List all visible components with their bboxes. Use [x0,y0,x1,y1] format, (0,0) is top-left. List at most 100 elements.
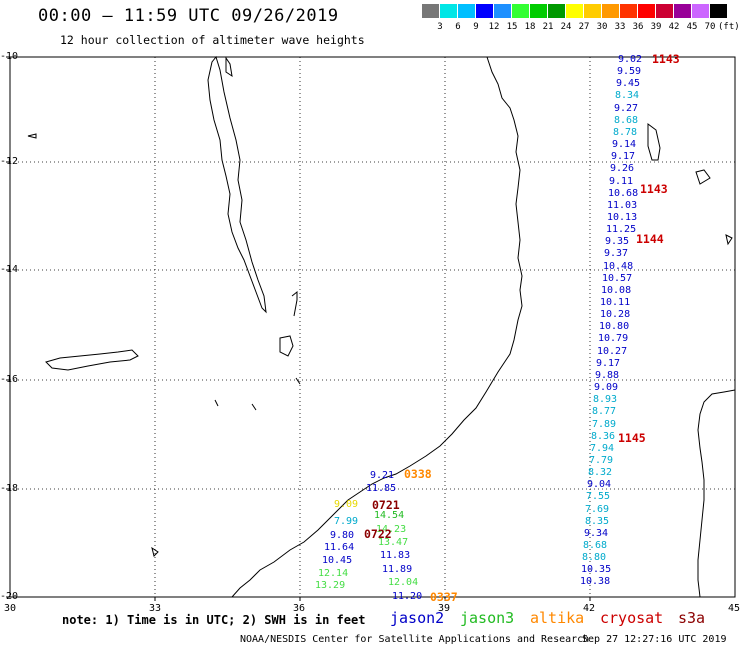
legend-swatch [458,4,475,18]
wave-value: 9.45 [616,78,641,90]
wave-value: 10.08 [601,284,632,296]
wave-value: 11.03 [607,199,638,211]
legend-swatch [584,4,601,18]
legend-swatch [620,4,637,18]
note-text: note: 1) Time is in UTC; 2) SWH is in fe… [62,613,366,627]
wave-value: 11.20 [392,591,423,602]
wave-value: 14.23 [376,524,407,535]
legend-swatch [602,4,619,18]
wave-value: 8.80 [582,552,607,564]
lat-label: -20 [0,591,19,602]
legend-altika: altika [530,609,585,627]
legend-swatch [656,4,673,18]
lon-label: 39 [438,603,451,614]
legend-jason3: jason3 [460,609,515,627]
legend-swatch [674,4,691,18]
lake-bangweulu [45,349,139,371]
wave-value: 10.27 [597,345,628,357]
legend-label: 39 [650,22,662,32]
wave-value: 10.48 [603,260,634,272]
wave-value: 10.79 [598,333,629,345]
legend-label: 45 [686,22,698,32]
wave-value: 10.80 [599,321,630,333]
legend-swatch [422,4,439,18]
mozambique-coast [231,56,523,598]
wave-value: 11.25 [606,224,637,236]
lake-malawi [207,55,267,314]
time-label: 1143 [652,52,680,66]
legend-label: 36 [632,22,644,32]
footer-date: Sep 27 12:27:16 UTC 2019 [582,634,727,645]
time-label: 1143 [640,182,668,196]
time-label: 0337 [430,590,458,604]
wave-value: 8.35 [585,515,610,527]
anjouan-island [695,169,711,185]
lat-label: -16 [0,374,19,385]
wave-value: 9.80 [330,530,355,541]
wave-value: 14.54 [374,510,405,521]
lon-label: 33 [149,603,162,614]
wave-value: 9.27 [614,102,639,114]
axis-ticks [6,56,591,601]
legend-label: 24 [560,22,572,32]
legend-label: 30 [596,22,608,32]
wave-value: 9.37 [604,248,629,260]
wave-value: 7.99 [334,516,359,527]
wave-value: 9.59 [617,66,642,78]
legend-swatch [548,4,565,18]
wave-value: 7.79 [589,454,614,466]
wave-value: 9.88 [595,369,620,381]
legend-jason2: jason2 [390,609,445,627]
time-label: 0338 [404,467,432,481]
legend-label: 15 [506,22,518,32]
madagascar-coast [697,389,736,598]
wave-value: 9.35 [605,236,630,248]
time-label: 1145 [618,431,646,445]
coastlines [27,55,736,598]
wave-value: 8.34 [615,90,640,102]
legend-label: 27 [578,22,590,32]
legend-swatch [512,4,529,18]
legend-label: 42 [668,22,680,32]
footer-center: NOAA/NESDIS Center for Satellite Applica… [240,634,590,645]
wave-value: 13.47 [378,537,409,548]
wave-value: 13.29 [315,580,346,591]
wave-value: 11.83 [380,550,411,561]
legend-label: 70 [704,22,716,32]
legend-swatch [710,4,727,18]
lat-label: -18 [0,483,19,494]
map-frame [9,56,736,598]
wave-value: 11.85 [366,483,397,494]
legend-label: 9 [473,22,479,32]
lon-label: 45 [728,603,740,614]
legend-swatch [692,4,709,18]
wave-value: 7.69 [585,503,610,515]
wave-value: 9.11 [609,175,634,187]
map-subtitle: 12 hour collection of altimeter wave hei… [60,33,365,47]
island-mark-3 [151,546,159,557]
wave-value: 8.36 [591,430,616,442]
time-label: 1144 [636,232,664,246]
legend-unit: (ft) [718,22,740,32]
island-mark-2 [251,403,257,411]
legend-label: 18 [524,22,536,32]
wave-value: 10.57 [602,272,633,284]
wave-value: 9.09 [594,382,619,394]
wave-value: 10.68 [608,187,639,199]
lat-label: -10 [0,51,19,62]
wave-value: 9.17 [596,357,621,369]
wave-value: 7.55 [586,491,611,503]
wave-value: 10.35 [581,564,612,576]
lon-label: 30 [4,603,17,614]
legend-label: 3 [437,22,443,32]
lake-chilwa [279,335,294,357]
map-title: 00:00 – 11:59 UTC 09/26/2019 [38,6,339,26]
legend-label: 6 [455,22,461,32]
wave-value: 8.77 [592,406,617,418]
wave-value: 8.78 [613,126,638,138]
wave-value: 8.68 [583,540,608,551]
wave-value: 10.45 [322,555,353,566]
wave-value: 12.14 [318,568,349,579]
time-label: 0721 [372,498,400,512]
